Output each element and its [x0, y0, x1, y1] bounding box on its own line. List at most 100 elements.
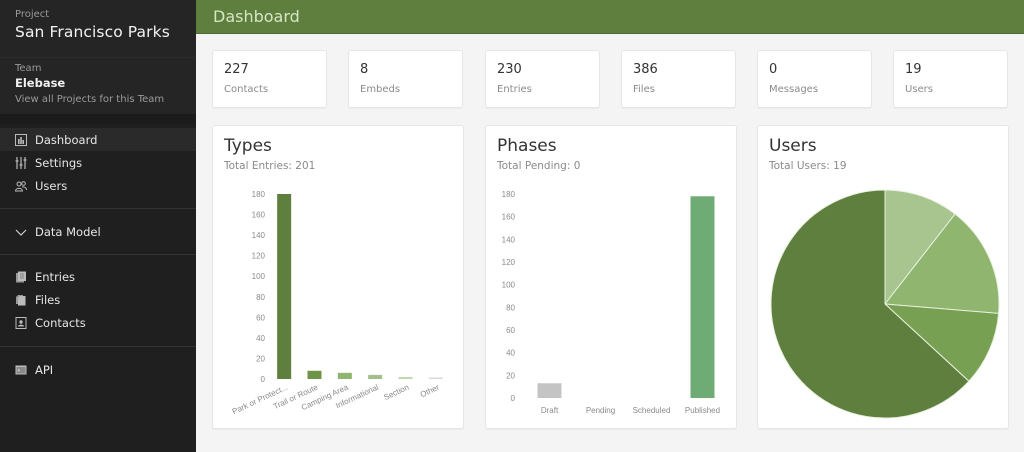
page-header: Dashboard	[196, 0, 1024, 34]
sidebar-item-label: Settings	[35, 155, 83, 170]
stat-label: Messages	[769, 84, 819, 95]
y-tick-label: 80	[256, 293, 265, 302]
sidebar-item-entries[interactable]: Entries	[0, 265, 196, 288]
project-name[interactable]: San Francisco Parks	[15, 23, 170, 41]
y-tick-label: 140	[252, 231, 266, 240]
stat-label: Entries	[497, 84, 532, 95]
stat-value: 227	[224, 62, 249, 77]
y-tick-label: 180	[252, 190, 266, 199]
sidebar-group-api: API	[0, 347, 196, 381]
terminal-icon	[15, 364, 27, 376]
sidebar-item-label: Data Model	[35, 224, 101, 239]
y-tick-label: 160	[252, 211, 266, 220]
sidebar-item-label: Files	[35, 292, 61, 307]
bar[interactable]	[307, 370, 322, 379]
sidebar-item-label: Users	[35, 178, 68, 193]
files-icon	[15, 294, 27, 306]
stat-label: Contacts	[224, 84, 269, 95]
stat-card-embeds[interactable]: 8 Embeds	[348, 50, 463, 108]
y-tick-label: 0	[511, 394, 516, 403]
stat-label: Users	[905, 84, 934, 95]
x-tick-label: Other	[419, 383, 441, 400]
stat-value: 8	[360, 62, 369, 77]
y-tick-label: 0	[261, 375, 266, 384]
types-chart-card: 0 20 40 60 80 100 120 140 160 180 Park or Protect.…	[212, 125, 464, 429]
stat-card-entries[interactable]: 230 Entries	[485, 50, 600, 108]
sidebar-item-data-model[interactable]: Data Model	[0, 220, 196, 243]
users-pie-chart	[770, 189, 1000, 419]
stat-card-files[interactable]: 386 Files	[621, 50, 736, 108]
y-tick-label: 120	[252, 252, 266, 261]
bar-chart-icon	[15, 133, 27, 146]
bar[interactable]	[337, 372, 352, 379]
chevron-down-icon	[15, 226, 27, 238]
pie-slice[interactable]	[884, 213, 1000, 314]
sidebar-group-content: Entries Files Contacts	[0, 255, 196, 347]
users-icon	[15, 180, 27, 192]
sidebar-item-label: Contacts	[35, 315, 86, 330]
bar[interactable]	[398, 376, 413, 379]
y-tick-label: 160	[502, 213, 516, 222]
x-tick-label: Pending	[586, 406, 615, 415]
card-title: Phases	[497, 136, 557, 156]
phases-chart-card: 0 20 40 60 80 100 120 140 160 180 Draft Pending Sche…	[485, 125, 737, 429]
stat-card-users[interactable]: 19 Users	[893, 50, 1008, 108]
team-name: Elebase	[15, 76, 66, 90]
sidebar-group-data-model: Data Model	[0, 209, 196, 255]
y-tick-label: 40	[506, 349, 515, 358]
bar[interactable]	[368, 374, 383, 379]
x-tick-label: Published	[685, 406, 720, 415]
y-tick-label: 120	[502, 258, 516, 267]
users-chart-card: Users Total Users: 19	[757, 125, 1009, 429]
view-all-projects-link[interactable]: View all Projects for this Team	[15, 94, 165, 105]
project-section: Project San Francisco Parks	[0, 0, 196, 58]
stat-value: 0	[769, 62, 778, 77]
x-tick-label: Scheduled	[633, 406, 671, 415]
team-label: Team	[15, 63, 42, 74]
y-tick-label: 140	[502, 235, 516, 244]
card-title: Types	[224, 136, 272, 156]
page-title: Dashboard	[213, 7, 300, 26]
project-label: Project	[15, 9, 50, 20]
card-subtitle: Total Entries: 201	[224, 160, 316, 172]
y-tick-label: 80	[506, 303, 515, 312]
sidebar-group-main: Dashboard Settings Users	[0, 124, 196, 209]
y-tick-label: 40	[256, 334, 265, 343]
team-section: Team Elebase View all Projects for this …	[0, 58, 196, 114]
sidebar-divider	[0, 114, 196, 124]
sidebar-item-settings[interactable]: Settings	[0, 151, 196, 174]
bar[interactable]	[277, 194, 292, 379]
bar[interactable]	[428, 377, 443, 380]
sidebar-item-label: Entries	[35, 269, 76, 284]
bar[interactable]	[537, 383, 562, 398]
bar[interactable]	[690, 196, 715, 398]
stat-label: Embeds	[360, 84, 401, 95]
contacts-icon	[15, 316, 27, 329]
y-tick-label: 180	[502, 190, 516, 199]
sidebar-item-api[interactable]: API	[0, 358, 196, 381]
pie-slice[interactable]	[883, 303, 1000, 382]
entries-icon	[15, 271, 27, 283]
x-tick-label: Draft	[541, 406, 559, 415]
card-subtitle: Total Pending: 0	[497, 160, 581, 172]
x-tick-label: Section	[382, 383, 410, 402]
stat-card-messages[interactable]: 0 Messages	[757, 50, 872, 108]
sidebar-item-contacts[interactable]: Contacts	[0, 311, 196, 334]
y-tick-label: 60	[506, 326, 515, 335]
sidebar-item-users[interactable]: Users	[0, 174, 196, 197]
y-tick-label: 100	[252, 272, 266, 281]
y-tick-label: 100	[502, 281, 516, 290]
sidebar-item-label: Dashboard	[35, 132, 98, 147]
stat-value: 386	[633, 62, 658, 77]
pie-slice[interactable]	[884, 189, 956, 306]
y-tick-label: 60	[256, 313, 265, 322]
stat-card-contacts[interactable]: 227 Contacts	[212, 50, 327, 108]
sidebar-item-files[interactable]: Files	[0, 288, 196, 311]
sidebar-item-dashboard[interactable]: Dashboard	[0, 128, 196, 151]
stat-label: Files	[633, 84, 655, 95]
card-title: Users	[769, 136, 817, 156]
y-tick-label: 20	[506, 371, 515, 380]
pie-slice[interactable]	[770, 189, 970, 419]
stat-value: 230	[497, 62, 522, 77]
